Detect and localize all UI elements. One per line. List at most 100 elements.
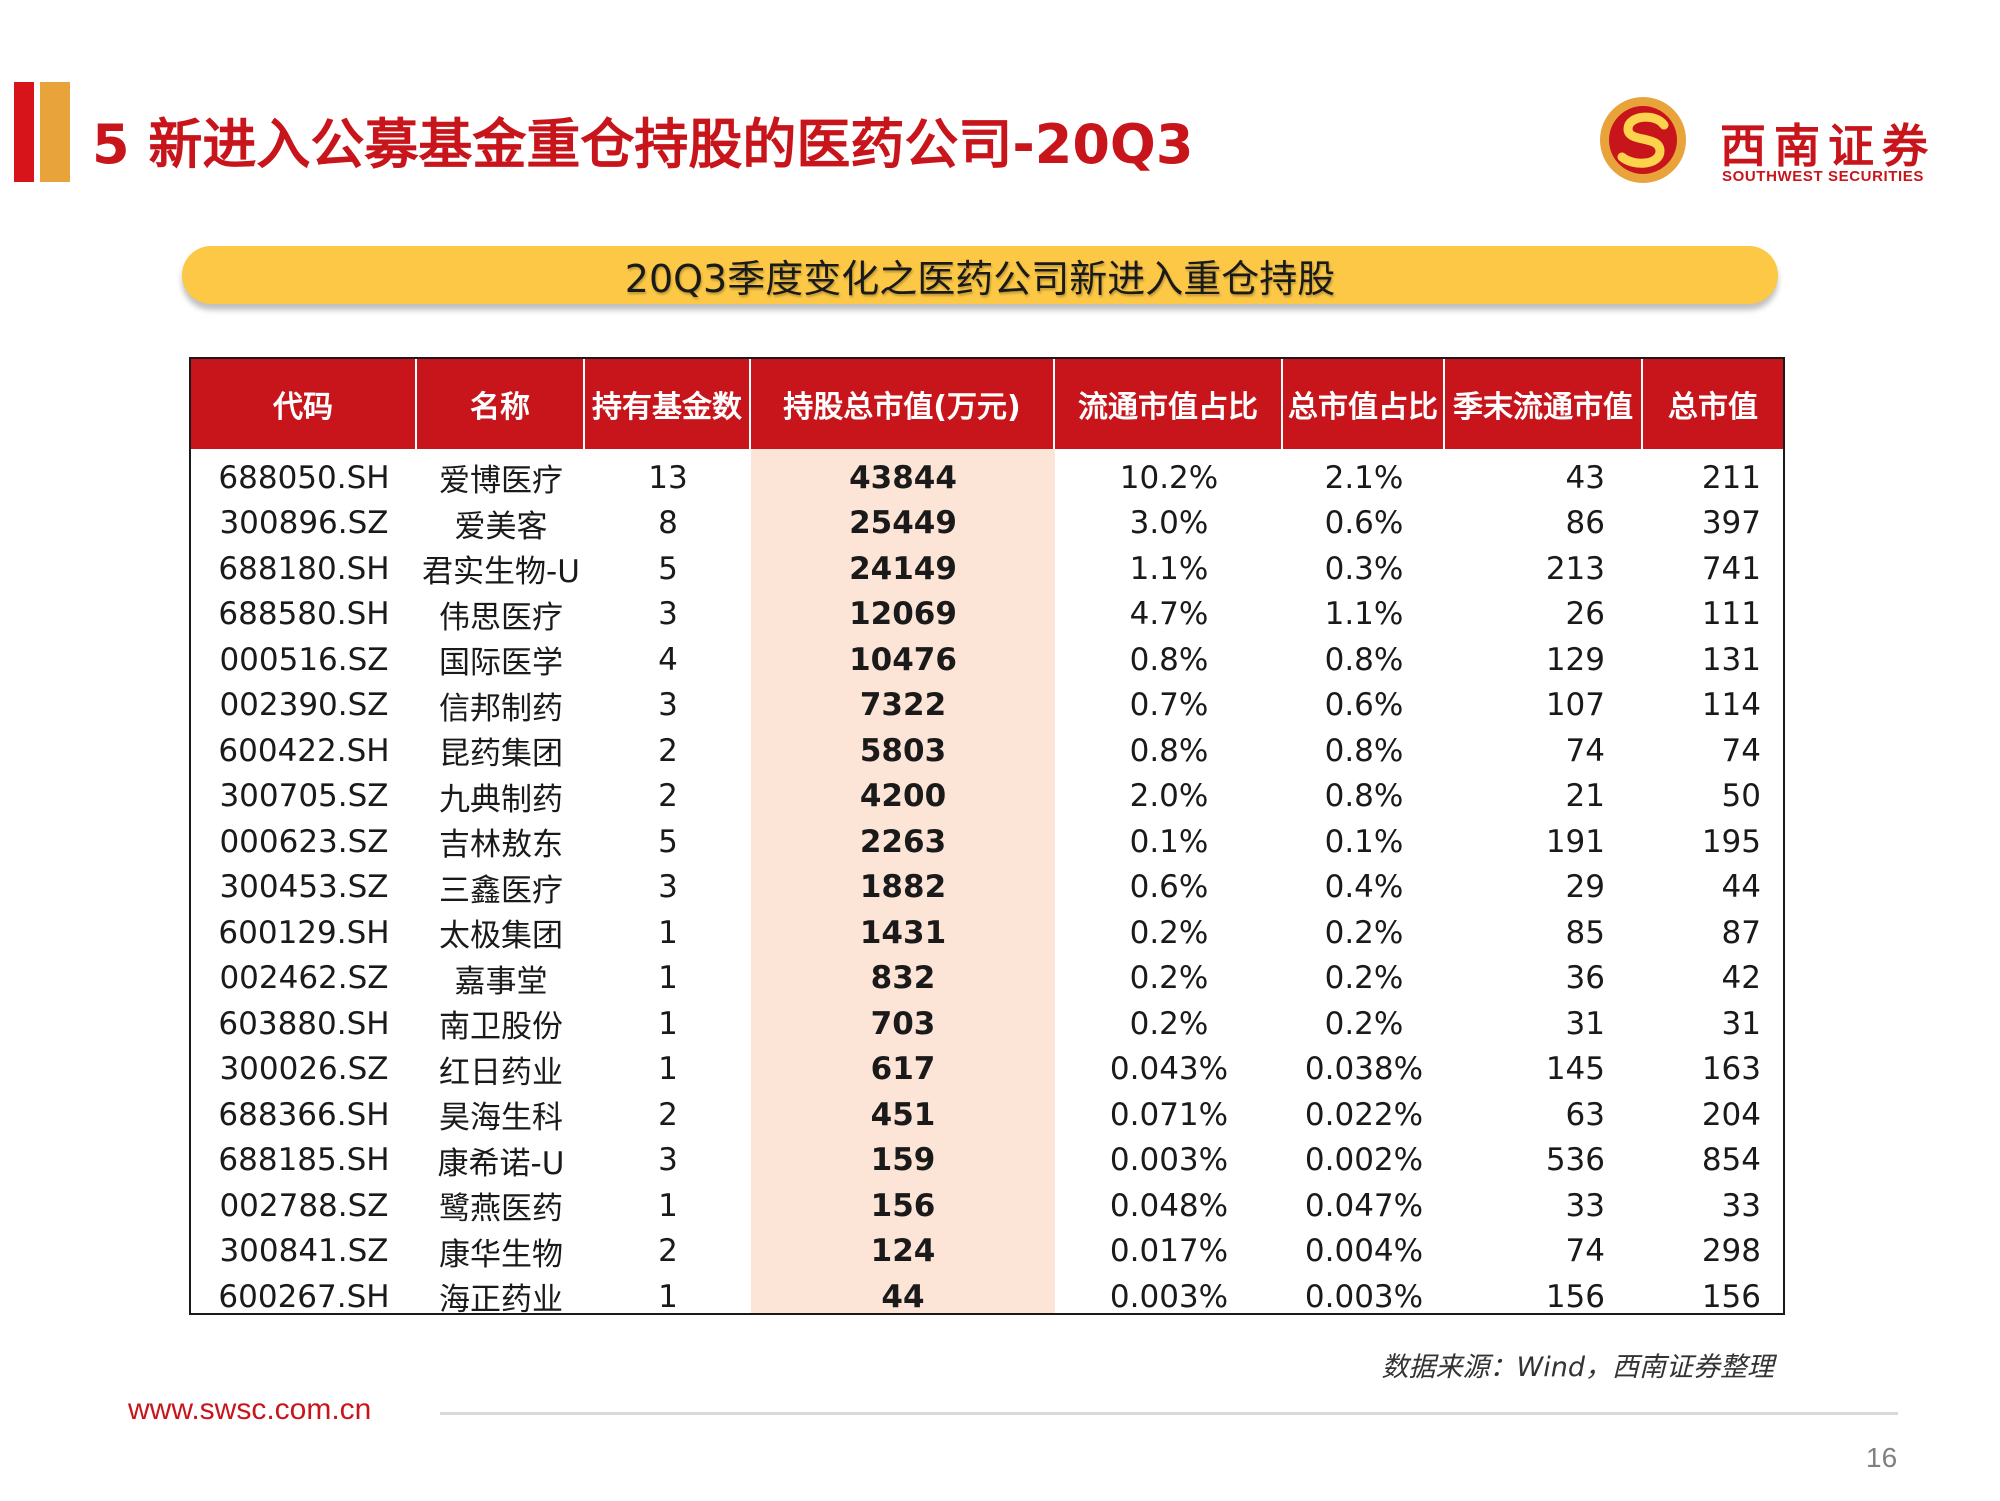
table-cell: 0.1% <box>1129 823 1209 860</box>
title-accent-bar-red <box>14 82 34 182</box>
table-row: 688580.SH 伟思医疗 3 12069 4.7% 1.1% 26 111 <box>191 592 1783 638</box>
table-cell: 213 <box>1545 550 1605 587</box>
table-cell: 107 <box>1545 687 1605 724</box>
table-cell: 南卫股份 <box>439 1009 563 1046</box>
column-header: 名称 <box>417 359 585 449</box>
section-banner: 20Q3季度变化之医药公司新进入重仓持股 <box>182 246 1778 304</box>
table-cell: 4200 <box>859 778 947 815</box>
table-cell: 0.3% <box>1324 550 1404 587</box>
table-row: 000516.SZ 国际医学 4 10476 0.8% 0.8% 129 131 <box>191 637 1783 683</box>
table-row: 300453.SZ 三鑫医疗 3 1882 0.6% 0.4% 29 44 <box>191 865 1783 911</box>
table-cell: 0.003% <box>1304 1278 1424 1315</box>
table-cell: 0.1% <box>1324 823 1404 860</box>
table-cell: 31 <box>1721 1005 1761 1042</box>
table-row: 688185.SH 康希诺-U 3 159 0.003% 0.002% 536 854 <box>191 1138 1783 1184</box>
table-cell: 124 <box>870 1233 936 1270</box>
table-cell: 451 <box>870 1096 936 1133</box>
table-cell: 50 <box>1721 778 1761 815</box>
table-row: 603880.SH 南卫股份 1 703 0.2% 0.2% 31 31 <box>191 1001 1783 1047</box>
table-cell: 688366.SH <box>218 1096 390 1133</box>
table-cell: 0.003% <box>1109 1278 1229 1315</box>
table-cell: 国际医学 <box>439 645 563 682</box>
table-cell: 君实生物-U <box>422 554 580 591</box>
table-cell: 2 <box>658 1096 678 1133</box>
holdings-table: 代码 名称 持有基金数 持股总市值(万元) 流通市值占比 总市值占比 季末流通市值 总市值 6… <box>189 357 1785 1315</box>
table-cell: 2.1% <box>1324 459 1404 496</box>
table-row: 300896.SZ 爱美客 8 25449 3.0% 0.6% 86 397 <box>191 501 1783 547</box>
table-cell: 688050.SH <box>218 459 390 496</box>
table-header: 代码 名称 持有基金数 持股总市值(万元) 流通市值占比 总市值占比 季末流通市值 总市值 <box>191 359 1783 449</box>
banner-title: 20Q3季度变化之医药公司新进入重仓持股 <box>624 256 1336 301</box>
table-cell: 114 <box>1701 687 1761 724</box>
table-cell: 7322 <box>859 687 947 724</box>
table-cell: 156 <box>870 1187 936 1224</box>
highlight-column-bg <box>751 449 1055 1313</box>
column-header: 持有基金数 <box>585 359 751 449</box>
table-cell: 1 <box>658 960 678 997</box>
table-cell: 0.004% <box>1304 1233 1424 1270</box>
table-cell: 1 <box>658 1187 678 1224</box>
table-row: 600267.SH 海正药业 1 44 0.003% 0.003% 156 156 <box>191 1274 1783 1315</box>
table-cell: 3 <box>658 596 678 633</box>
table-cell: 42 <box>1721 960 1761 997</box>
table-row: 688366.SH 昊海生科 2 451 0.071% 0.022% 63 204 <box>191 1092 1783 1138</box>
table-cell: 0.2% <box>1324 1005 1404 1042</box>
table-body: 688050.SH 爱博医疗 13 43844 10.2% 2.1% 43 211 300896… <box>191 455 1783 1315</box>
table-cell: 0.2% <box>1129 960 1209 997</box>
table-cell: 300453.SZ <box>219 869 389 906</box>
table-cell: 0.002% <box>1304 1142 1424 1179</box>
table-cell: 0.6% <box>1324 687 1404 724</box>
table-cell: 159 <box>870 1142 936 1179</box>
table-cell: 0.6% <box>1324 505 1404 542</box>
table-cell: 600267.SH <box>218 1278 390 1315</box>
table-cell: 4.7% <box>1129 596 1209 633</box>
table-cell: 156 <box>1701 1278 1761 1315</box>
table-cell: 4 <box>658 641 678 678</box>
table-cell: 1 <box>658 1278 678 1315</box>
table-cell: 0.048% <box>1109 1187 1229 1224</box>
table-cell: 2 <box>658 778 678 815</box>
table-cell: 0.071% <box>1109 1096 1229 1133</box>
table-cell: 1431 <box>859 914 947 951</box>
table-cell: 29 <box>1565 869 1605 906</box>
table-cell: 854 <box>1701 1142 1761 1179</box>
table-cell: 131 <box>1701 641 1761 678</box>
table-cell: 0.2% <box>1324 960 1404 997</box>
table-cell: 3.0% <box>1129 505 1209 542</box>
table-cell: 163 <box>1701 1051 1761 1088</box>
table-cell: 三鑫医疗 <box>439 872 563 909</box>
table-cell: 0.003% <box>1109 1142 1229 1179</box>
table-cell: 嘉事堂 <box>454 963 548 1000</box>
logo-english-text: SOUTHWEST SECURITIES <box>1722 168 1925 185</box>
table-cell: 0.8% <box>1324 732 1404 769</box>
table-cell: 617 <box>870 1051 936 1088</box>
table-cell: 43844 <box>849 459 957 496</box>
table-row: 000623.SZ 吉林敖东 5 2263 0.1% 0.1% 191 195 <box>191 819 1783 865</box>
table-cell: 0.017% <box>1109 1233 1229 1270</box>
table-cell: 204 <box>1701 1096 1761 1133</box>
table-cell: 600129.SH <box>218 914 390 951</box>
table-row: 688050.SH 爱博医疗 13 43844 10.2% 2.1% 43 211 <box>191 455 1783 501</box>
table-cell: 600422.SH <box>218 732 390 769</box>
table-cell: 0.047% <box>1304 1187 1424 1224</box>
column-header: 流通市值占比 <box>1055 359 1283 449</box>
table-cell: 九典制药 <box>439 781 563 818</box>
table-cell: 536 <box>1545 1142 1605 1179</box>
table-row: 002462.SZ 嘉事堂 1 832 0.2% 0.2% 36 42 <box>191 956 1783 1002</box>
table-cell: 0.022% <box>1304 1096 1424 1133</box>
table-row: 300841.SZ 康华生物 2 124 0.017% 0.004% 74 298 <box>191 1229 1783 1275</box>
table-row: 002390.SZ 信邦制药 3 7322 0.7% 0.6% 107 114 <box>191 683 1783 729</box>
table-cell: 3 <box>658 869 678 906</box>
data-source-note: 数据来源：Wind，西南证券整理 <box>1381 1352 1774 1383</box>
table-cell: 红日药业 <box>439 1054 563 1091</box>
table-cell: 603880.SH <box>218 1005 390 1042</box>
table-cell: 87 <box>1721 914 1761 951</box>
table-cell: 211 <box>1701 459 1761 496</box>
table-cell: 002390.SZ <box>219 687 389 724</box>
table-cell: 0.4% <box>1324 869 1404 906</box>
footer-divider <box>440 1412 1898 1415</box>
table-cell: 0.2% <box>1129 914 1209 951</box>
table-cell: 195 <box>1701 823 1761 860</box>
logo-chinese-text: 西南证券 <box>1720 119 1936 173</box>
table-cell: 0.8% <box>1324 778 1404 815</box>
